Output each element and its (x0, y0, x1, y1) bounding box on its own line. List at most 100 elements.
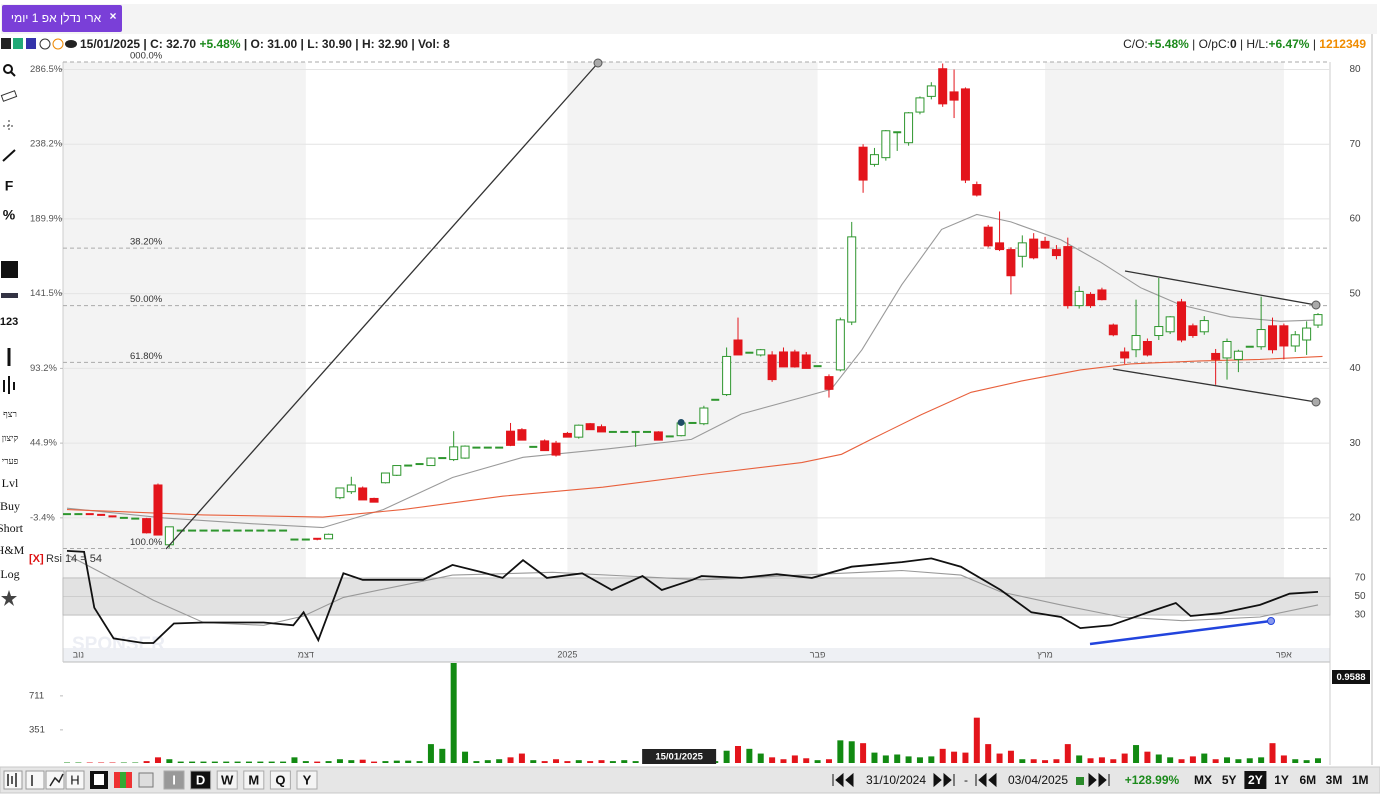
crosshair-icon[interactable] (3, 120, 15, 132)
trend-line[interactable] (165, 62, 599, 550)
range-label[interactable]: 5Y (1222, 773, 1237, 787)
nav-arrows[interactable] (1088, 772, 1110, 788)
info-change: +5.48% (199, 37, 240, 51)
icon[interactable] (52, 38, 64, 50)
candle-body (244, 529, 253, 532)
toolbar-item[interactable]: פערי (2, 456, 19, 466)
volume-bar (962, 752, 969, 763)
y2-tick-label: 286.5% (30, 64, 63, 75)
star-icon[interactable] (1, 590, 17, 606)
volume-bar (314, 761, 321, 763)
eraser-icon[interactable] (0, 90, 18, 102)
candle-body (472, 446, 481, 449)
h-button[interactable] (65, 770, 85, 790)
chart-style-button[interactable] (45, 770, 65, 790)
channel-line[interactable] (1112, 368, 1317, 403)
x-tick-label: מרץ (1037, 649, 1053, 659)
volume-bar (1303, 760, 1310, 763)
toolbar-item[interactable]: Log (0, 567, 19, 581)
range-label[interactable]: 2Y (1248, 773, 1263, 787)
icon[interactable] (13, 38, 23, 49)
candle-body (1029, 238, 1039, 259)
handle[interactable] (1311, 300, 1321, 310)
nav-arrows[interactable] (975, 772, 997, 788)
info-icons (1, 38, 77, 50)
range-label[interactable]: MX (1194, 773, 1212, 787)
chart-style-button[interactable] (3, 770, 23, 790)
stats-label: C/O: (1123, 37, 1148, 51)
toolbar-item[interactable]: H&M (0, 543, 25, 557)
toolbar-item[interactable]: 123 (0, 316, 18, 328)
nav-arrows[interactable] (933, 772, 955, 788)
search-icon[interactable] (3, 64, 13, 74)
moving-average (66, 355, 1323, 518)
info-text: | O: 31.00 | L: 30.90 | H: 32.90 | Vol: … (241, 37, 451, 51)
toolbar-item[interactable]: Buy (0, 499, 20, 513)
icon[interactable] (1, 38, 11, 49)
interval-button[interactable] (163, 770, 185, 790)
volume-bar (951, 751, 958, 763)
volume-bar (1246, 758, 1253, 763)
candle-body (74, 513, 83, 516)
channel-line[interactable] (1124, 270, 1317, 306)
candle-body (369, 497, 379, 503)
icon[interactable] (26, 38, 36, 49)
h-label: H (70, 772, 79, 787)
volume-bar (1167, 757, 1174, 763)
toolbar-item[interactable]: רצף (3, 409, 17, 419)
candle-body (813, 365, 822, 368)
candle-body (1142, 340, 1152, 356)
volume-bar (939, 748, 946, 763)
handle[interactable] (593, 58, 603, 68)
toolbar-item[interactable]: % (3, 207, 16, 223)
candle-body (847, 236, 857, 323)
interval-button[interactable] (190, 770, 212, 790)
drawings (165, 58, 1321, 646)
icon[interactable] (39, 38, 51, 50)
volume-bar (1064, 744, 1071, 763)
toolbar-item[interactable]: F (5, 178, 14, 194)
icon[interactable] (65, 40, 77, 48)
interval-button[interactable] (269, 770, 291, 790)
candle-icon[interactable] (3, 376, 15, 394)
range-label[interactable]: 1Y (1274, 773, 1289, 787)
volume-bar (223, 761, 230, 763)
volume-bar (1280, 755, 1287, 763)
chart-style-button[interactable] (25, 770, 45, 790)
interval-button[interactable] (296, 770, 318, 790)
range-label[interactable]: 3M (1326, 773, 1343, 787)
candle-body (835, 319, 845, 371)
stats-label: | (1309, 37, 1319, 51)
handle[interactable] (1311, 397, 1321, 407)
handle[interactable] (1267, 617, 1275, 625)
rsi-close[interactable]: [X] (29, 553, 44, 565)
volume-bar (1178, 759, 1185, 763)
rsi-title: Rsi 14 = 54 (46, 553, 102, 565)
interval-button[interactable] (243, 770, 265, 790)
width-icon[interactable] (1, 293, 18, 298)
toolbar-item[interactable]: Lvl (2, 476, 19, 490)
lock-icon[interactable] (1076, 777, 1084, 785)
tab[interactable] (2, 5, 122, 32)
cursor-value: 0.9588 (1336, 672, 1365, 683)
range-label[interactable]: 6M (1299, 773, 1316, 787)
candle-body (1268, 325, 1278, 351)
date-to: 03/04/2025 (1008, 773, 1068, 787)
toolbar-item[interactable]: Short (0, 521, 24, 535)
range-change: +128.99% (1125, 773, 1180, 787)
line-icon[interactable] (2, 149, 16, 162)
divergence-line[interactable] (1089, 619, 1272, 646)
y2-tick-label: 238.2% (30, 139, 63, 150)
candle-body (108, 515, 117, 518)
color-icon[interactable] (1, 261, 18, 278)
toolbar-item[interactable]: קיצון (2, 433, 19, 443)
nav-arrows[interactable] (832, 772, 854, 788)
tab-close[interactable]: × (109, 9, 116, 23)
candle-body (608, 430, 617, 433)
volume-bar (257, 761, 264, 763)
save-button[interactable] (138, 772, 154, 788)
interval-button[interactable] (216, 770, 238, 790)
candle-body (869, 154, 879, 165)
range-label[interactable]: 1M (1352, 773, 1369, 787)
